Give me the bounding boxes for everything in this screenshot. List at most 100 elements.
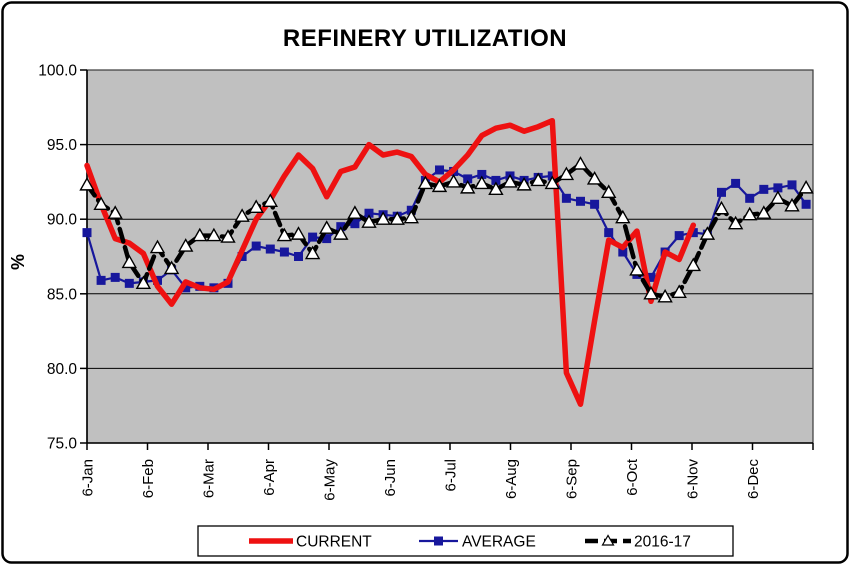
- triangle-marker-icon: [742, 206, 758, 221]
- triangle-marker-icon: [685, 257, 701, 272]
- legend-average-square-marker-icon: [434, 536, 443, 546]
- x-tick-label: 6-Aug: [503, 459, 520, 499]
- triangle-marker-icon: [135, 275, 152, 290]
- legend-current-label: CURRENT: [296, 534, 372, 551]
- x-tick-label: 6-Oct: [624, 458, 641, 496]
- square-marker-icon: [604, 228, 614, 238]
- triangle-marker-icon: [431, 178, 448, 193]
- triangle-marker-icon: [417, 175, 434, 190]
- triangle-marker-icon: [206, 227, 222, 242]
- series-line-2016-17: [84, 161, 809, 300]
- square-marker-icon: [364, 208, 374, 218]
- triangle-marker-icon: [558, 166, 575, 181]
- series-2016-17: [79, 156, 814, 303]
- triangle-marker-icon: [445, 173, 462, 188]
- chart-title: REFINERY UTILIZATION: [283, 25, 567, 52]
- triangle-marker-icon: [178, 238, 194, 252]
- square-marker-icon: [251, 241, 261, 251]
- triangle-marker-icon: [657, 288, 673, 303]
- triangle-marker-icon: [403, 209, 419, 224]
- square-marker-icon: [477, 169, 487, 179]
- triangle-marker-icon: [615, 209, 631, 224]
- triangle-marker-icon: [192, 227, 208, 242]
- triangle-marker-icon: [347, 205, 363, 219]
- triangle-marker-icon: [149, 239, 166, 254]
- triangle-marker-icon: [713, 200, 730, 215]
- triangle-marker-icon: [304, 245, 321, 260]
- x-tick-label: 6-Feb: [140, 459, 157, 498]
- square-marker-icon: [96, 275, 106, 285]
- triangle-marker-icon: [586, 170, 603, 185]
- square-marker-icon: [435, 165, 444, 175]
- triangle-marker-icon: [333, 226, 349, 240]
- square-marker-icon: [110, 272, 120, 282]
- x-tick-label: 6-Jul: [443, 459, 460, 492]
- triangle-marker-icon: [643, 285, 659, 300]
- triangle-marker-icon: [389, 211, 405, 225]
- triangle-marker-icon: [474, 175, 490, 190]
- y-tick-label: 90.0: [47, 212, 78, 229]
- plot-layer: 100.0 95.0 90.0 85.0 80.0 75.06-Jan 6-Feb 6-Mar…: [38, 63, 814, 501]
- series-line-current: [84, 117, 697, 407]
- x-tick-label: 6-Dec: [745, 459, 762, 500]
- triangle-marker-icon: [699, 226, 716, 240]
- square-marker-icon: [322, 234, 332, 244]
- square-marker-icon: [646, 272, 656, 282]
- legend: CURRENT AVERAGE 2016-17: [197, 525, 734, 557]
- x-tick-label: 6-Mar: [201, 459, 218, 498]
- triangle-marker-icon: [79, 176, 95, 191]
- square-marker-icon: [717, 187, 726, 197]
- y-tick-label: 95.0: [47, 137, 78, 154]
- x-tick-label: 6-Nov: [685, 459, 702, 500]
- triangle-marker-icon: [121, 254, 137, 269]
- square-marker-icon: [265, 244, 275, 254]
- square-marker-icon: [590, 199, 600, 209]
- legend-average-label: AVERAGE: [462, 534, 536, 551]
- triangle-marker-icon: [107, 205, 123, 219]
- triangle-marker-icon: [530, 172, 546, 187]
- square-marker-icon: [181, 283, 191, 293]
- triangle-marker-icon: [488, 181, 504, 196]
- x-tick-label: 6-Apr: [261, 459, 278, 496]
- triangle-marker-icon: [756, 205, 772, 219]
- triangle-marker-icon: [727, 215, 744, 230]
- square-marker-icon: [787, 180, 797, 190]
- x-tick-label: 6-Sep: [564, 459, 581, 499]
- square-marker-icon: [308, 232, 318, 242]
- triangle-marker-icon: [361, 214, 377, 228]
- square-marker-icon: [350, 219, 360, 229]
- triangle-marker-icon: [784, 197, 800, 212]
- y-tick-label: 80.0: [47, 361, 78, 378]
- square-marker-icon: [576, 196, 585, 206]
- triangle-marker-icon: [516, 176, 532, 191]
- square-marker-icon: [801, 199, 811, 209]
- triangle-marker-icon: [276, 227, 293, 242]
- y-tick-label: 100.0: [38, 63, 77, 80]
- square-marker-icon: [124, 278, 134, 288]
- square-marker-icon: [745, 193, 755, 203]
- triangle-marker-icon: [601, 184, 617, 199]
- square-marker-icon: [279, 247, 289, 257]
- triangle-marker-icon: [290, 226, 307, 240]
- series-current: [84, 117, 697, 407]
- triangle-marker-icon: [319, 220, 335, 234]
- triangle-marker-icon: [798, 179, 814, 194]
- triangle-marker-icon: [220, 229, 236, 243]
- triangle-marker-icon: [93, 196, 109, 210]
- square-marker-icon: [561, 193, 571, 203]
- triangle-marker-icon: [544, 175, 560, 190]
- x-tick-label: 6-May: [322, 459, 339, 501]
- triangle-marker-icon: [248, 199, 264, 213]
- triangle-marker-icon: [375, 211, 391, 225]
- triangle-marker-icon: [234, 208, 250, 222]
- square-marker-icon: [491, 175, 501, 185]
- square-marker-icon: [618, 247, 628, 257]
- legend-2016-17-label: 2016-17: [634, 534, 691, 551]
- plot-area-background: [87, 70, 813, 443]
- square-marker-icon: [82, 228, 92, 238]
- y-axis-title: %: [8, 254, 28, 270]
- triangle-marker-icon: [163, 260, 180, 275]
- y-tick-label: 75.0: [47, 436, 78, 453]
- square-marker-icon: [463, 174, 473, 184]
